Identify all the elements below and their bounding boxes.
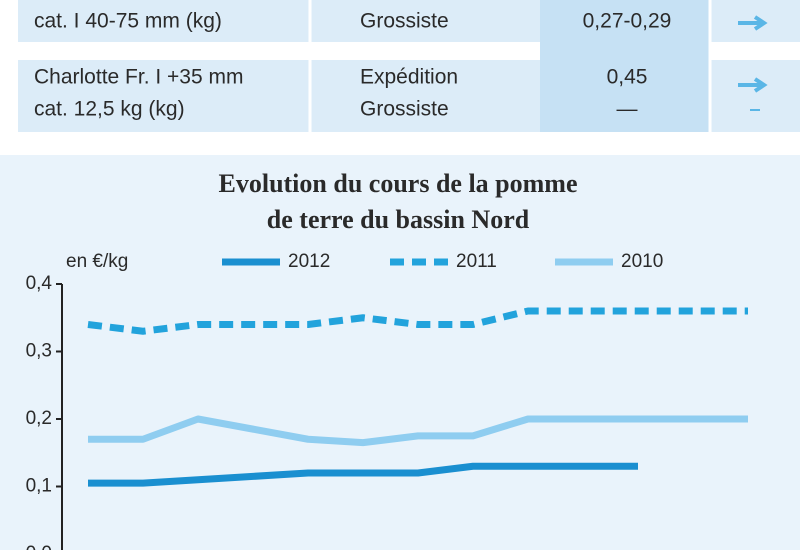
series-line [87, 307, 748, 335]
y-tick-label: 0,2 [26, 408, 52, 429]
price: — [617, 98, 638, 121]
product: cat. 12,5 kg (kg) [34, 98, 185, 121]
series-line [88, 415, 748, 447]
y-tick-label: 0,1 [26, 476, 52, 497]
trend-arrow [738, 77, 768, 93]
chart-title: Evolution du cours de la pomme [219, 169, 578, 198]
y-tick-label: 0,3 [26, 341, 52, 362]
series-line [88, 462, 638, 487]
stage: Grossiste [360, 10, 449, 33]
stage: Grossiste [360, 98, 449, 121]
stage: Expédition [360, 66, 458, 89]
legend-label: 2011 [456, 251, 497, 272]
legend-label: 2010 [621, 251, 663, 272]
y-tick-label: 0,4 [26, 273, 53, 294]
product: cat. I 40-75 mm (kg) [34, 10, 222, 33]
legend-label: 2012 [288, 251, 330, 272]
chart-title: de terre du bassin Nord [267, 205, 530, 234]
product: Charlotte Fr. I +35 mm [34, 66, 244, 89]
y-tick-label: 0,0 [26, 543, 52, 550]
y-axis-label: en €/kg [66, 251, 128, 272]
price-column-bg [540, 0, 710, 132]
price: 0,27-0,29 [583, 10, 672, 33]
price: 0,45 [607, 66, 648, 89]
trend-arrow [738, 15, 768, 31]
